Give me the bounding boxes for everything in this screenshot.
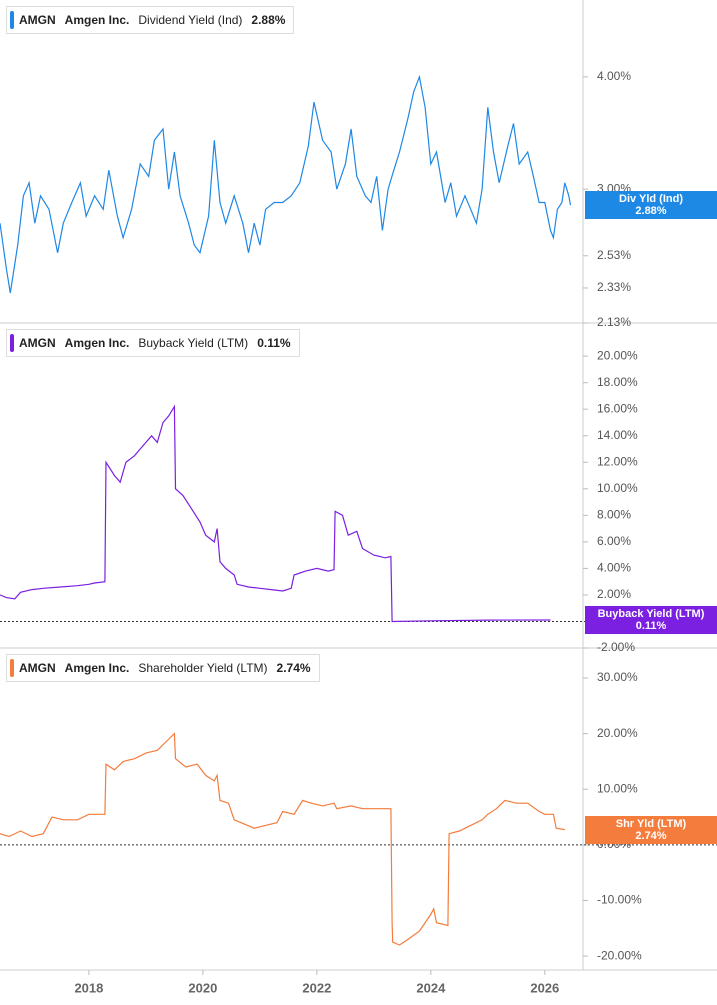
y-tick-label: 2.13% [597, 315, 631, 329]
y-tick-label: 6.00% [597, 534, 631, 548]
badge-value: 2.74% [635, 829, 667, 842]
legend-marker [10, 659, 14, 677]
legend-metric: Dividend Yield (Ind) [138, 13, 243, 27]
y-tick-label: 12.00% [597, 454, 638, 468]
x-tick-label: 2018 [74, 980, 103, 995]
legend-ticker: AMGN [19, 336, 56, 350]
legend-ticker: AMGN [19, 661, 56, 675]
x-tick-label: 2022 [302, 980, 331, 995]
legend: AMGN Amgen Inc. Buyback Yield (LTM) 0.11% [6, 329, 300, 357]
y-tick-label: 18.00% [597, 375, 638, 389]
x-tick-label: 2020 [188, 980, 217, 995]
x-tick-label: 2026 [530, 980, 559, 995]
series-line [0, 404, 551, 623]
y-tick-label: 2.53% [597, 248, 631, 262]
value-badge: Buyback Yield (LTM) 0.11% [585, 606, 717, 634]
legend-metric: Buyback Yield (LTM) [138, 336, 249, 350]
legend-company: Amgen Inc. [64, 336, 130, 350]
badge-value: 0.11% [635, 620, 667, 632]
y-tick-label: 14.00% [597, 428, 638, 442]
legend-value: 2.74% [276, 661, 311, 675]
y-tick-label: 16.00% [597, 401, 638, 415]
y-tick-label: 8.00% [597, 508, 631, 522]
y-tick-label: 2.00% [597, 587, 631, 601]
value-badge: Shr Yld (LTM) 2.74% [585, 815, 717, 844]
y-tick-label: -20.00% [597, 948, 642, 962]
badge-label: Buyback Yield (LTM) [597, 608, 705, 620]
y-tick-label: 10.00% [597, 481, 638, 495]
y-tick-label: 20.00% [597, 726, 638, 740]
value-badge: Div Yld (Ind) 2.88% [585, 191, 717, 220]
series-line [0, 732, 565, 946]
x-tick-label: 2024 [416, 980, 446, 995]
y-tick-label: 4.00% [597, 561, 631, 575]
legend-company: Amgen Inc. [64, 661, 130, 675]
y-tick-label: 30.00% [597, 670, 638, 684]
badge-value: 2.88% [635, 205, 667, 218]
legend-marker [10, 11, 14, 29]
y-tick-label: -10.00% [597, 893, 642, 907]
y-tick-label: -2.00% [597, 640, 635, 654]
legend-metric: Shareholder Yield (LTM) [138, 661, 268, 675]
y-tick-label: 20.00% [597, 348, 638, 362]
legend-ticker: AMGN [19, 13, 56, 27]
y-tick-label: 2.33% [597, 280, 631, 294]
y-tick-label: 10.00% [597, 781, 638, 795]
legend-value: 0.11% [257, 336, 291, 350]
badge-label: Shr Yld (LTM) [615, 817, 687, 830]
legend-company: Amgen Inc. [64, 13, 130, 27]
legend-value: 2.88% [251, 13, 286, 27]
legend: AMGN Amgen Inc. Dividend Yield (Ind) 2.88% [6, 6, 295, 34]
legend: AMGN Amgen Inc. Shareholder Yield (LTM) 2.7… [6, 654, 320, 682]
legend-marker [10, 334, 14, 352]
badge-label: Div Yld (Ind) [619, 193, 683, 206]
series-line [0, 74, 572, 294]
y-tick-label: 4.00% [597, 69, 631, 83]
